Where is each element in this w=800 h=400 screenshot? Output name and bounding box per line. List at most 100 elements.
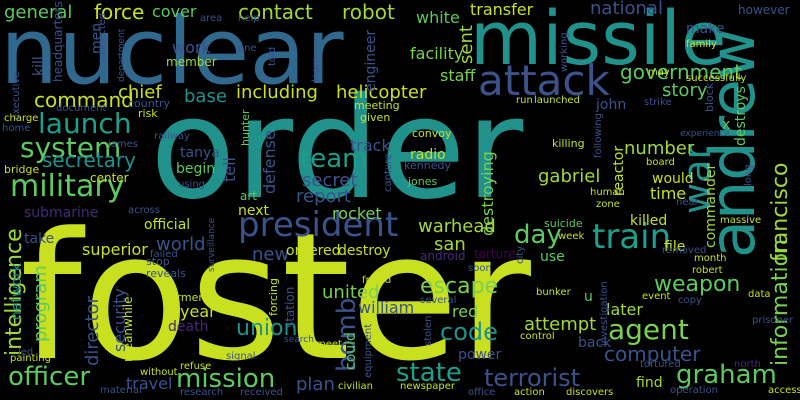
word-day: day: [514, 220, 562, 250]
word-robert: robert: [692, 265, 723, 276]
word-control: control: [520, 331, 555, 342]
word-report: report: [296, 186, 351, 207]
word-meanwhile: meanwhile: [121, 296, 135, 362]
word-zone: zone: [596, 199, 620, 210]
word-refuse: refuse: [180, 361, 212, 372]
word-station: station: [283, 286, 297, 328]
word-track: track: [350, 136, 391, 155]
word-foster: foster: [20, 195, 531, 400]
word-francisco: francisco: [768, 162, 793, 262]
word-gabriel: gabriel: [538, 166, 601, 187]
word-soon: soon: [468, 263, 492, 274]
word-rocket: rocket: [332, 204, 382, 223]
word-material: material: [100, 385, 142, 396]
word-destroys: destroys: [733, 86, 749, 146]
word-jones: jones: [408, 175, 438, 188]
word-number: number: [624, 138, 695, 159]
word-missile: missile: [470, 0, 727, 82]
word-following: following: [593, 113, 604, 158]
word-network: network: [9, 263, 25, 320]
word-stop: stop: [146, 255, 170, 268]
word-official: official: [144, 217, 191, 233]
word-signal: signal: [226, 351, 256, 362]
word-told: told: [267, 46, 278, 66]
word-year: year: [180, 302, 216, 321]
word-tell: tell: [220, 156, 239, 182]
word-painting: painting: [10, 353, 51, 364]
word-week: week: [558, 231, 585, 242]
word-kennedy: kennedy: [404, 159, 451, 172]
word-android: android: [420, 249, 466, 263]
word-including: including: [236, 82, 318, 103]
word-tanya: tanya: [180, 145, 220, 161]
word-x: x: [722, 117, 731, 133]
word-time: time: [650, 184, 687, 203]
word-board: board: [646, 157, 675, 168]
word-month: month: [694, 253, 727, 264]
word-red: red: [452, 302, 479, 321]
word-risk: risk: [138, 107, 158, 120]
word-killing: killing: [552, 137, 585, 150]
word-system: system: [20, 131, 122, 164]
word-facility: facility: [410, 44, 464, 63]
word-torture: torture: [474, 247, 516, 261]
word-contact: contact: [238, 0, 313, 24]
word-command: command: [34, 88, 134, 112]
word-massive: massive: [720, 215, 762, 226]
word-next: next: [238, 203, 270, 219]
word-take: take: [24, 231, 55, 247]
word-across: across: [128, 205, 161, 216]
word-government: government: [620, 60, 742, 84]
word-nuclear: nuclear: [0, 0, 344, 105]
word-death: death: [168, 319, 209, 335]
word-city: city: [515, 245, 526, 264]
word-james: james: [108, 139, 139, 150]
word-helicopter: helicopter: [336, 82, 427, 103]
word-commander: commander: [703, 163, 719, 248]
word-home: home: [2, 123, 31, 134]
word-transfer: transfer: [470, 0, 534, 19]
word-using: using: [178, 179, 206, 190]
word-mission: mission: [176, 364, 276, 394]
word-document: document: [56, 103, 107, 114]
word-reveals: reveals: [146, 267, 186, 280]
word-new: new: [252, 244, 290, 265]
word-weapon: weapon: [654, 272, 741, 297]
word-world: world: [156, 234, 206, 255]
word-united: united: [322, 282, 380, 303]
word-graham: graham: [676, 360, 777, 390]
word-successfully: successfully: [686, 73, 747, 84]
word-use: use: [540, 249, 565, 265]
word-killed: killed: [630, 213, 668, 229]
word-capture: capture: [383, 153, 394, 192]
word-work: work: [172, 38, 211, 57]
word-chief: chief: [118, 82, 162, 103]
word-attempt: attempt: [524, 314, 597, 335]
word-removed: removed: [662, 245, 707, 256]
word-prisoner: prisoner: [752, 315, 794, 326]
word-railway: railway: [154, 131, 191, 142]
word-department: department: [117, 28, 127, 82]
word-working: working: [559, 32, 570, 72]
word-defense: defense: [260, 130, 279, 194]
word-area: area: [200, 13, 223, 24]
word-surveillance: surveillance: [207, 217, 217, 272]
word-meeting: meeting: [354, 99, 400, 112]
word-back: back: [578, 335, 612, 351]
word-kill: kill: [31, 56, 47, 76]
word-received: received: [240, 387, 283, 398]
word-strike: strike: [644, 97, 672, 108]
word-meet: meet: [316, 339, 342, 350]
word-white: white: [416, 8, 460, 27]
word-u: u: [584, 289, 593, 305]
word-however: however: [738, 3, 790, 17]
word-without: without: [140, 367, 178, 378]
word-find: find: [636, 375, 663, 391]
word-family: family: [686, 39, 717, 50]
word-tortured: tortured: [640, 359, 681, 370]
word-search: search: [284, 335, 314, 345]
word-one: one: [238, 43, 257, 54]
word-make: make: [686, 21, 725, 37]
word-superior: superior: [82, 240, 148, 259]
